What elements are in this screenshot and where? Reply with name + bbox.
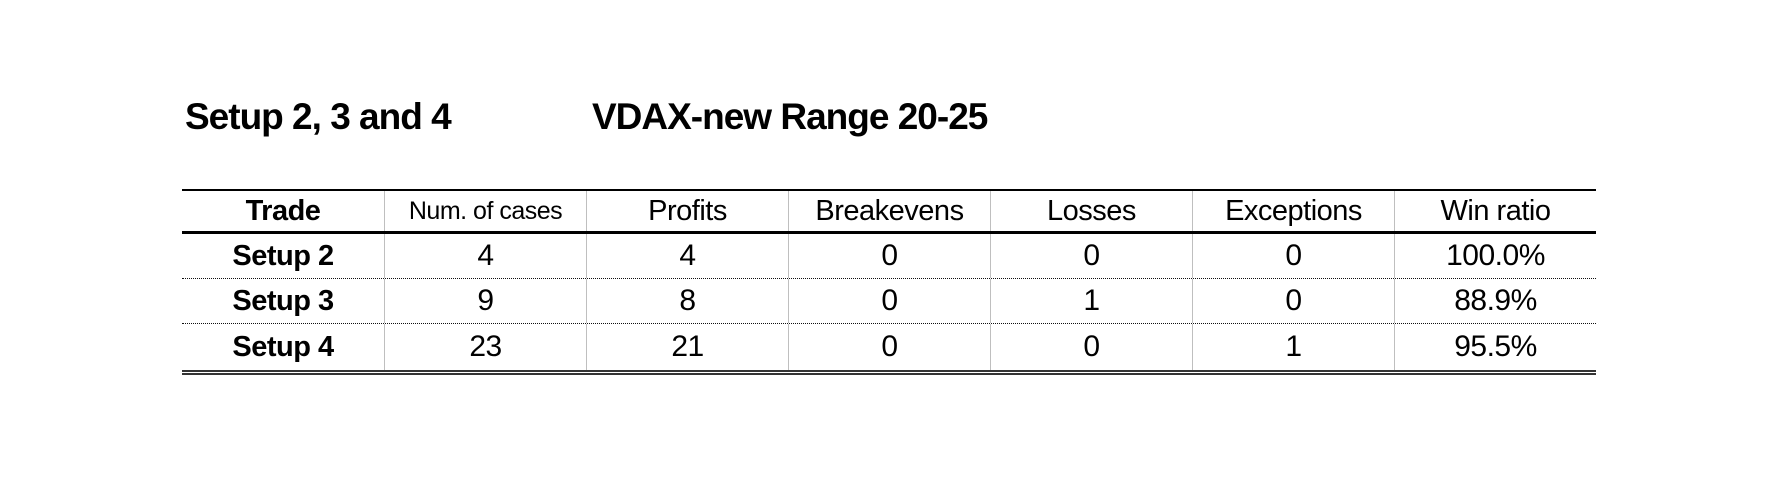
cell-win-ratio: 88.9%: [1394, 279, 1596, 323]
col-header-exceptions: Exceptions: [1192, 191, 1394, 231]
col-header-losses: Losses: [990, 191, 1192, 231]
cell-win-ratio: 100.0%: [1394, 234, 1596, 278]
col-header-num-of-cases: Num. of cases: [384, 191, 586, 231]
table-row-setup-4: Setup 4 23 21 0 0 1 95.5%: [182, 324, 1596, 370]
col-header-win-ratio: Win ratio: [1394, 191, 1596, 231]
cell-profits: 8: [586, 279, 788, 323]
results-table: Trade Num. of cases Profits Breakevens L…: [182, 189, 1596, 375]
cell-win-ratio: 95.5%: [1394, 324, 1596, 370]
table-row-setup-3: Setup 3 9 8 0 1 0 88.9%: [182, 279, 1596, 324]
cell-profits: 4: [586, 234, 788, 278]
cell-profits: 21: [586, 324, 788, 370]
cell-num-cases: 4: [384, 234, 586, 278]
cell-breakevens: 0: [788, 279, 990, 323]
cell-num-cases: 9: [384, 279, 586, 323]
cell-breakevens: 0: [788, 234, 990, 278]
col-header-trade: Trade: [245, 194, 321, 227]
table-row-setup-2: Setup 2 4 4 0 0 0 100.0%: [182, 234, 1596, 279]
table-header-row: Trade Num. of cases Profits Breakevens L…: [182, 191, 1596, 234]
cell-exceptions: 0: [1192, 234, 1394, 278]
section-title: Setup 2, 3 and 4: [185, 96, 452, 137]
row-label: Setup 3: [232, 284, 334, 317]
cell-losses: 0: [990, 324, 1192, 370]
cell-losses: 1: [990, 279, 1192, 323]
cell-losses: 0: [990, 234, 1192, 278]
cell-num-cases: 23: [384, 324, 586, 370]
row-label: Setup 2: [232, 239, 334, 272]
col-header-breakevens: Breakevens: [788, 191, 990, 231]
cell-exceptions: 0: [1192, 279, 1394, 323]
col-header-profits: Profits: [586, 191, 788, 231]
range-title: VDAX-new Range 20-25: [592, 96, 988, 137]
cell-exceptions: 1: [1192, 324, 1394, 370]
row-label: Setup 4: [232, 330, 334, 363]
cell-breakevens: 0: [788, 324, 990, 370]
